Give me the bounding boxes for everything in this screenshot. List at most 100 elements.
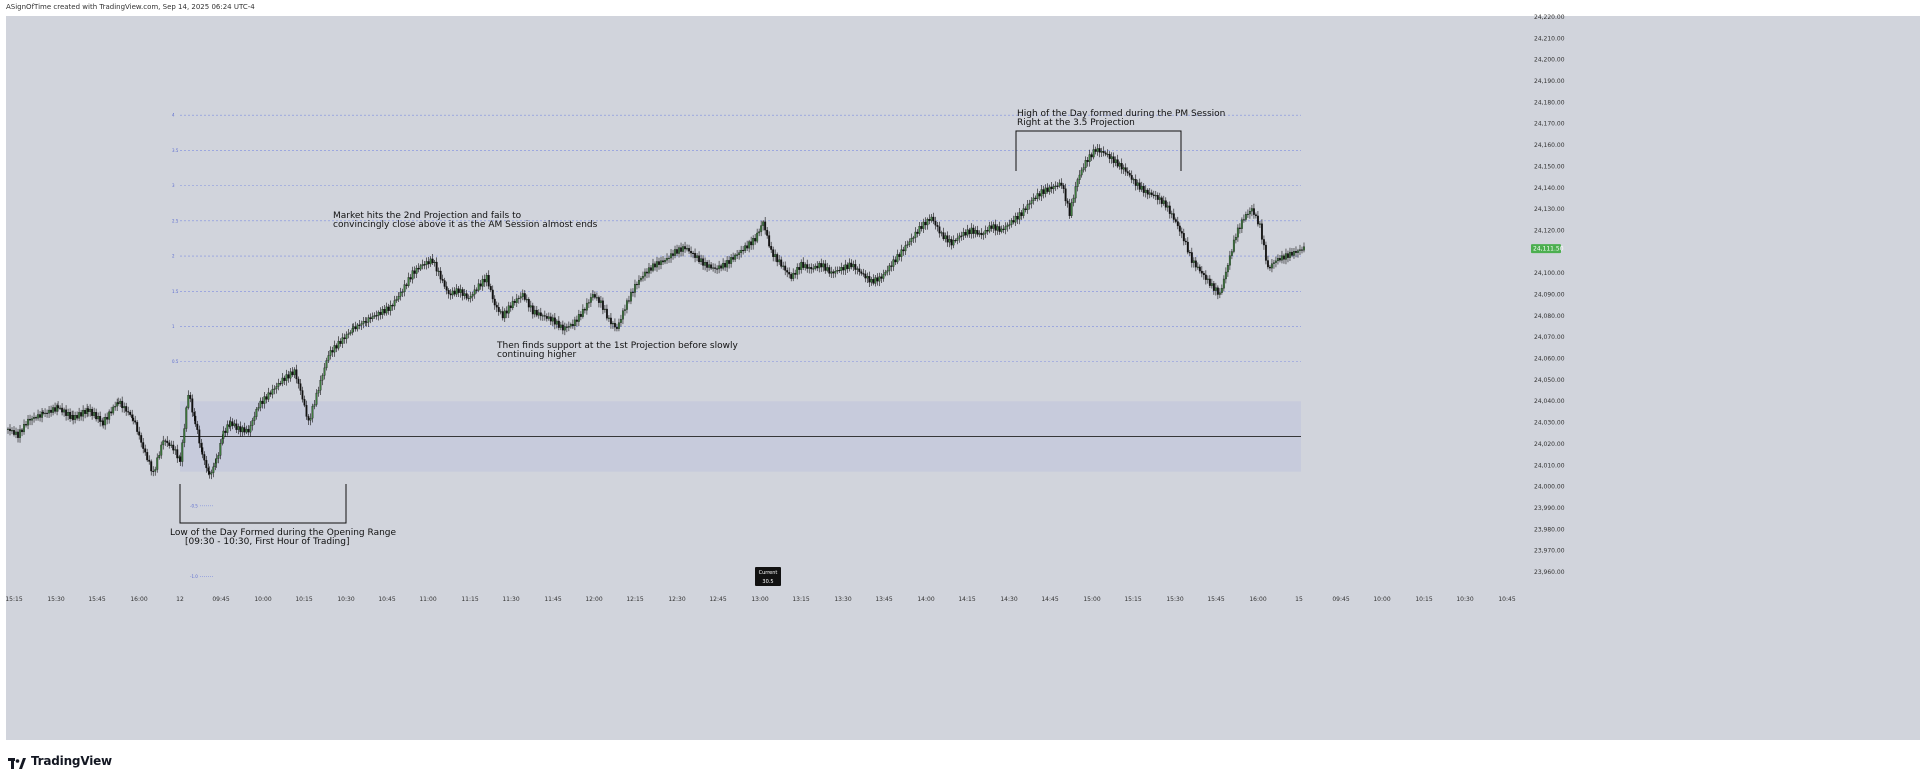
candle-body — [23, 424, 25, 433]
candle-body — [1056, 185, 1059, 187]
tradingview-branding[interactable]: TradingView — [8, 754, 112, 769]
candle-body — [1052, 186, 1055, 190]
candle-body — [908, 241, 911, 245]
candle-body — [1006, 224, 1009, 227]
candle-body — [15, 431, 17, 435]
candle-body — [429, 258, 432, 265]
candle-body — [80, 412, 83, 417]
price-tick-label: 24,090.00 — [1534, 292, 1565, 299]
candle-body — [1279, 258, 1281, 261]
price-axis-background[interactable] — [1845, 16, 1920, 740]
annotation-text: Right at the 3.5 Projection — [1017, 118, 1135, 128]
candle-body — [399, 291, 402, 297]
candle-body — [146, 452, 149, 461]
candle-body — [762, 221, 765, 226]
candle-body — [261, 400, 264, 404]
price-tick-label: 24,190.00 — [1534, 78, 1565, 85]
candle-body — [621, 310, 624, 320]
candle-body — [509, 305, 512, 309]
candle-body — [283, 377, 286, 381]
candle-body — [483, 278, 486, 283]
candle-body — [1098, 148, 1101, 153]
candle-body — [164, 440, 167, 442]
price-tick-label: 24,030.00 — [1534, 420, 1565, 427]
candle-body — [1134, 179, 1137, 186]
candle-body — [181, 442, 184, 462]
candle-body — [942, 232, 945, 240]
candle-body — [609, 317, 612, 325]
candle-body — [870, 279, 873, 283]
candle-body — [1242, 219, 1245, 221]
candle-body — [299, 383, 302, 391]
candle-body — [958, 235, 961, 239]
candle-body — [968, 229, 971, 235]
candle-body — [91, 408, 94, 416]
price-tick-label: 23,990.00 — [1534, 505, 1565, 512]
candle-body — [281, 377, 284, 384]
candle-body — [676, 249, 678, 254]
candle-body — [840, 267, 843, 271]
time-tick-label: 11:30 — [502, 596, 519, 603]
candle-body — [381, 309, 384, 315]
current-box-value: 30.5 — [762, 579, 773, 585]
candle-body — [461, 289, 464, 296]
candle-body — [321, 375, 324, 381]
candle-body — [974, 230, 977, 234]
candle-body — [405, 284, 408, 286]
candle-body — [257, 407, 260, 410]
price-tick-label: 24,080.00 — [1534, 313, 1565, 320]
candle-body — [854, 264, 857, 270]
candle-body — [1162, 200, 1165, 204]
candle-body — [790, 274, 793, 279]
candle-body — [1216, 287, 1219, 295]
candle-body — [792, 272, 795, 279]
candle-body — [451, 290, 454, 296]
candle-body — [603, 308, 606, 310]
price-tick-label: 24,200.00 — [1534, 57, 1565, 64]
candle-body — [1158, 197, 1161, 200]
candle-body — [1120, 163, 1123, 170]
candle-body — [267, 392, 270, 400]
candle-body — [1002, 228, 1005, 230]
price-tick-label: 24,000.00 — [1534, 484, 1565, 491]
candle-body — [1258, 223, 1261, 225]
candle-body — [1277, 258, 1279, 262]
high-of-day-bracket — [1015, 130, 1182, 171]
candle-body — [247, 428, 250, 433]
candle-body — [986, 230, 989, 232]
candle-body — [730, 257, 733, 264]
candle-body — [1132, 179, 1135, 181]
candle-body — [1281, 255, 1283, 261]
candle-body — [125, 406, 128, 412]
candle-body — [59, 407, 62, 409]
candle-body — [836, 270, 839, 272]
candle-body — [928, 219, 931, 221]
candle-body — [335, 345, 338, 349]
candle-body — [780, 259, 783, 267]
candle-body — [417, 267, 420, 270]
candle-body — [1254, 214, 1257, 217]
candle-body — [233, 423, 236, 426]
candle-body — [778, 259, 781, 263]
candle-body — [351, 328, 354, 333]
candle-body — [1046, 187, 1049, 192]
price-tick-label: 23,980.00 — [1534, 526, 1565, 533]
candle-body — [962, 232, 965, 237]
time-tick-label: 13:30 — [834, 596, 851, 603]
candle-body — [726, 260, 729, 268]
candle-body — [319, 380, 322, 391]
price-axis: 24,220.00 24,210.00 24,200.00 24,190.00 24,1… — [1534, 14, 1565, 576]
candle-body — [581, 309, 584, 317]
candle-body — [1301, 249, 1303, 251]
candle-body — [832, 271, 835, 274]
annotation-text: Low of the Day Formed during the Opening… — [170, 528, 396, 538]
candle-body — [1166, 205, 1169, 208]
candle-body — [1068, 203, 1071, 216]
price-tick-label: 24,010.00 — [1534, 462, 1565, 469]
time-tick-label: 14:00 — [917, 596, 934, 603]
price-tick-label: 24,060.00 — [1534, 356, 1565, 363]
candle-body — [1222, 278, 1225, 289]
candle-body — [1234, 237, 1237, 241]
candle-body — [918, 226, 921, 234]
